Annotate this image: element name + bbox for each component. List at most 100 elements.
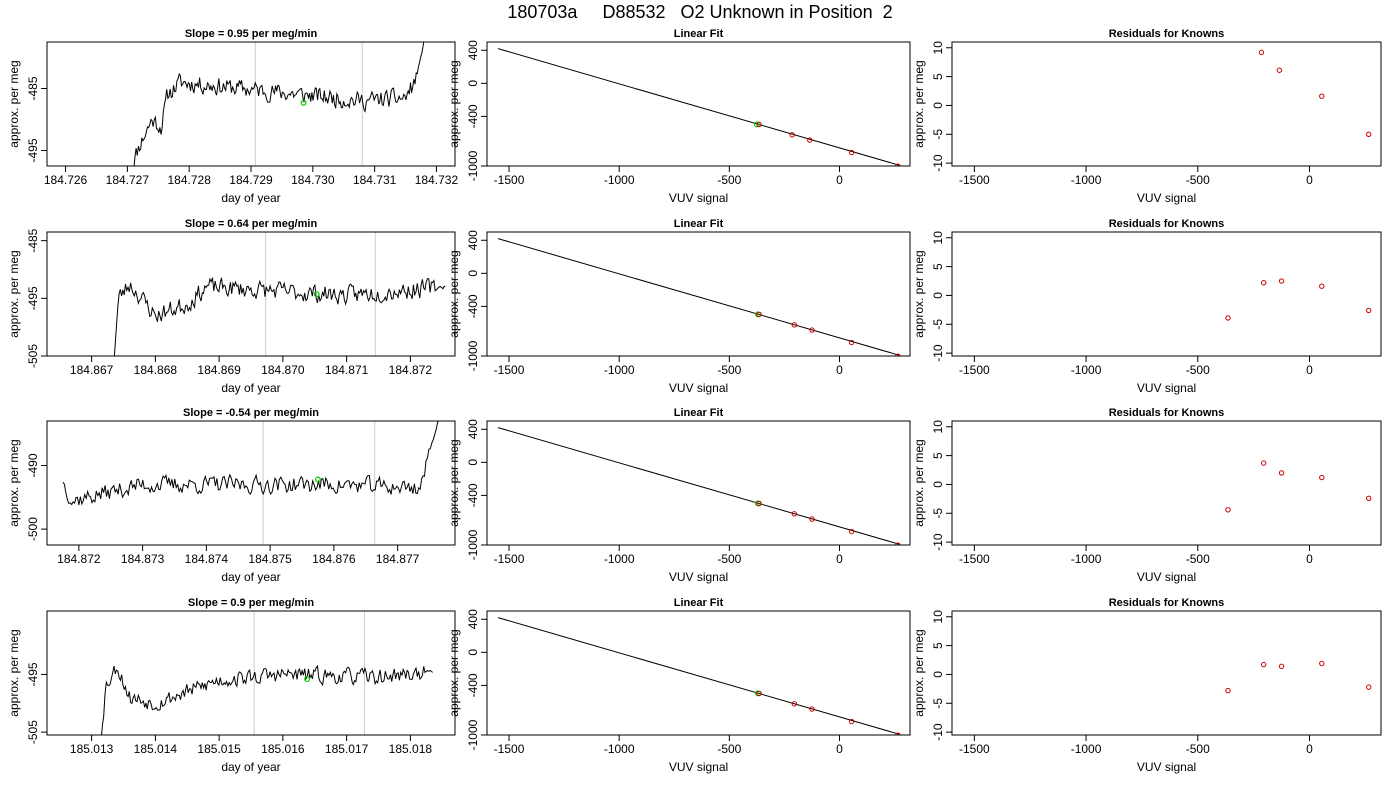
x-tick-label: 184.872 (57, 552, 101, 566)
known-point (1319, 474, 1325, 481)
panel-4-1: Slope = 0.9 per meg/min 185.013 185.014 185… (7, 597, 456, 774)
x-tick-label: 0 (836, 552, 843, 566)
known-point (848, 149, 855, 156)
y-tick-label: -5 (931, 698, 945, 709)
data-trace (133, 42, 425, 166)
known-point (791, 701, 798, 707)
x-axis-label: day of year (221, 191, 280, 205)
x-tick-label: 0 (836, 363, 843, 377)
known-point (1260, 460, 1267, 466)
known-point (789, 132, 795, 138)
x-tick-label: -500 (717, 363, 741, 377)
fit-line (497, 427, 900, 545)
y-tick-label: -10 (931, 344, 945, 362)
x-axis-label: VUV signal (669, 191, 728, 205)
y-tick-label: 400 (466, 609, 480, 629)
x-tick-label: -1000 (604, 363, 635, 377)
panel-2-2: Linear Fit -1500 -1000 -500 0 400 0 -400 -1000 VU… (447, 218, 911, 395)
x-tick-label: 0 (836, 742, 843, 756)
plot-area (1258, 49, 1372, 137)
known-point (895, 353, 901, 356)
known-point (1319, 93, 1325, 99)
known-point (791, 511, 798, 517)
plot-area (497, 238, 901, 356)
plot-area (101, 611, 433, 735)
y-tick-label: 400 (466, 419, 480, 439)
y-tick-label: 10 (931, 420, 945, 434)
panel-title: Slope = 0.64 per meg/min (185, 218, 318, 230)
panel-2-1: Slope = 0.64 per meg/min 184.867 184.868 18… (7, 218, 456, 395)
y-tick-label: -495 (26, 286, 40, 310)
plot-frame (951, 41, 1382, 167)
y-axis-label: approx. per meg (447, 250, 461, 337)
y-tick-label: 5 (931, 642, 945, 649)
x-tick-label: 185.018 (389, 742, 433, 756)
x-axis-label: VUV signal (1137, 570, 1196, 584)
plot-frame (486, 41, 911, 167)
known-point (848, 339, 855, 346)
panel-3-2: Linear Fit -1500 -1000 -500 0 400 0 -400 -1000 VU… (447, 407, 911, 584)
x-axis-label: day of year (221, 381, 280, 395)
y-tick-label: 10 (931, 610, 945, 624)
y-tick-label: 5 (931, 452, 945, 459)
x-tick-label: 185.015 (197, 742, 241, 756)
x-tick-label: 0 (1306, 173, 1313, 187)
plot-area (1225, 278, 1372, 321)
plot-area (113, 232, 446, 356)
x-axis-label: VUV signal (1137, 191, 1196, 205)
x-axis-label: VUV signal (669, 381, 728, 395)
known-point (1319, 283, 1325, 289)
x-tick-label: 185.014 (134, 742, 178, 756)
y-tick-label: 0 (466, 80, 480, 87)
y-tick-label: -490 (26, 453, 40, 477)
panel-4-3: Residuals for Knowns -1500 -1000 -500 0 10 5 0 -… (912, 597, 1382, 774)
x-tick-label: 0 (836, 173, 843, 187)
x-axis-label: VUV signal (1137, 760, 1196, 774)
x-tick-label: 184.731 (353, 173, 397, 187)
known-point (791, 322, 798, 328)
plot-area (497, 617, 901, 735)
plot-area (1225, 460, 1372, 513)
x-tick-label: -500 (717, 552, 741, 566)
y-axis-label: approx. per meg (447, 629, 461, 716)
known-point (809, 516, 815, 522)
x-tick-label: 0 (1306, 363, 1313, 377)
x-tick-label: -1500 (494, 552, 525, 566)
x-tick-label: -1500 (494, 363, 525, 377)
x-axis-label: VUV signal (669, 570, 728, 584)
known-point (809, 327, 815, 333)
known-point (807, 137, 813, 143)
unknown-marker (314, 476, 321, 483)
y-tick-label: -5 (931, 508, 945, 519)
y-tick-label: -495 (26, 662, 40, 686)
y-tick-label: -505 (26, 720, 40, 744)
y-tick-label: -400 (466, 673, 480, 697)
y-tick-label: 0 (931, 481, 945, 488)
x-axis-label: VUV signal (1137, 381, 1196, 395)
unknown-marker (313, 291, 320, 298)
x-tick-label: 184.730 (291, 173, 335, 187)
x-tick-label: -1000 (1071, 552, 1102, 566)
plot-frame (951, 231, 1382, 357)
x-tick-label: -500 (1186, 552, 1210, 566)
x-tick-label: -1500 (494, 173, 525, 187)
plot-frame (486, 231, 911, 357)
plot-frame (486, 420, 911, 546)
plot-area (497, 48, 901, 166)
x-axis-label: VUV signal (669, 760, 728, 774)
plot-frame (486, 610, 911, 736)
x-tick-label: -1500 (959, 742, 990, 756)
panel-3-3: Residuals for Knowns -1500 -1000 -500 0 10 5 0 -… (912, 407, 1382, 584)
known-point (1366, 131, 1372, 137)
x-tick-label: 184.868 (134, 363, 178, 377)
y-tick-label: -10 (931, 533, 945, 551)
known-point (756, 500, 762, 507)
fit-line (497, 238, 900, 356)
known-point (809, 706, 815, 712)
figure-title: 180703a D88532 O2 Unknown in Position 2 (507, 2, 893, 22)
y-tick-label: -1000 (466, 529, 480, 560)
x-tick-label: -1000 (1071, 363, 1102, 377)
y-tick-label: 10 (931, 41, 945, 55)
y-tick-label: -505 (26, 344, 40, 368)
known-point (1260, 280, 1267, 286)
